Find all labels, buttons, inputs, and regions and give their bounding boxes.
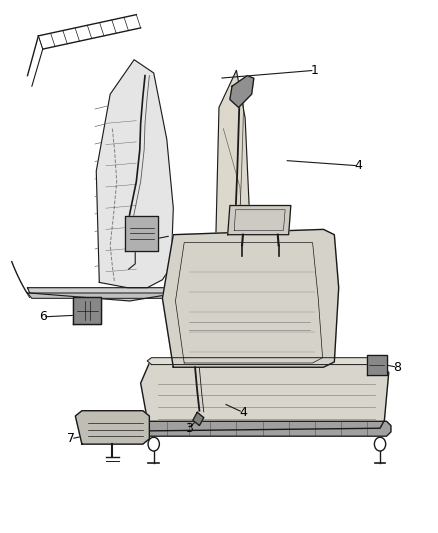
Polygon shape <box>73 297 102 324</box>
Polygon shape <box>141 362 389 431</box>
Polygon shape <box>367 355 387 375</box>
Polygon shape <box>28 288 178 301</box>
Polygon shape <box>28 293 180 298</box>
Polygon shape <box>147 358 379 365</box>
Polygon shape <box>125 216 158 251</box>
Polygon shape <box>228 206 291 235</box>
Text: 4: 4 <box>354 159 362 172</box>
Polygon shape <box>230 76 254 108</box>
Polygon shape <box>96 60 173 288</box>
Polygon shape <box>141 421 391 436</box>
Polygon shape <box>215 70 250 293</box>
Text: 4: 4 <box>239 406 247 419</box>
Polygon shape <box>75 411 149 444</box>
Text: 6: 6 <box>39 310 47 324</box>
Text: 7: 7 <box>67 432 75 446</box>
Polygon shape <box>193 413 204 425</box>
Text: 3: 3 <box>184 422 192 435</box>
Polygon shape <box>162 229 339 367</box>
Text: 8: 8 <box>393 361 402 374</box>
Text: 5: 5 <box>132 236 140 249</box>
Polygon shape <box>215 289 260 296</box>
Text: 1: 1 <box>311 64 319 77</box>
